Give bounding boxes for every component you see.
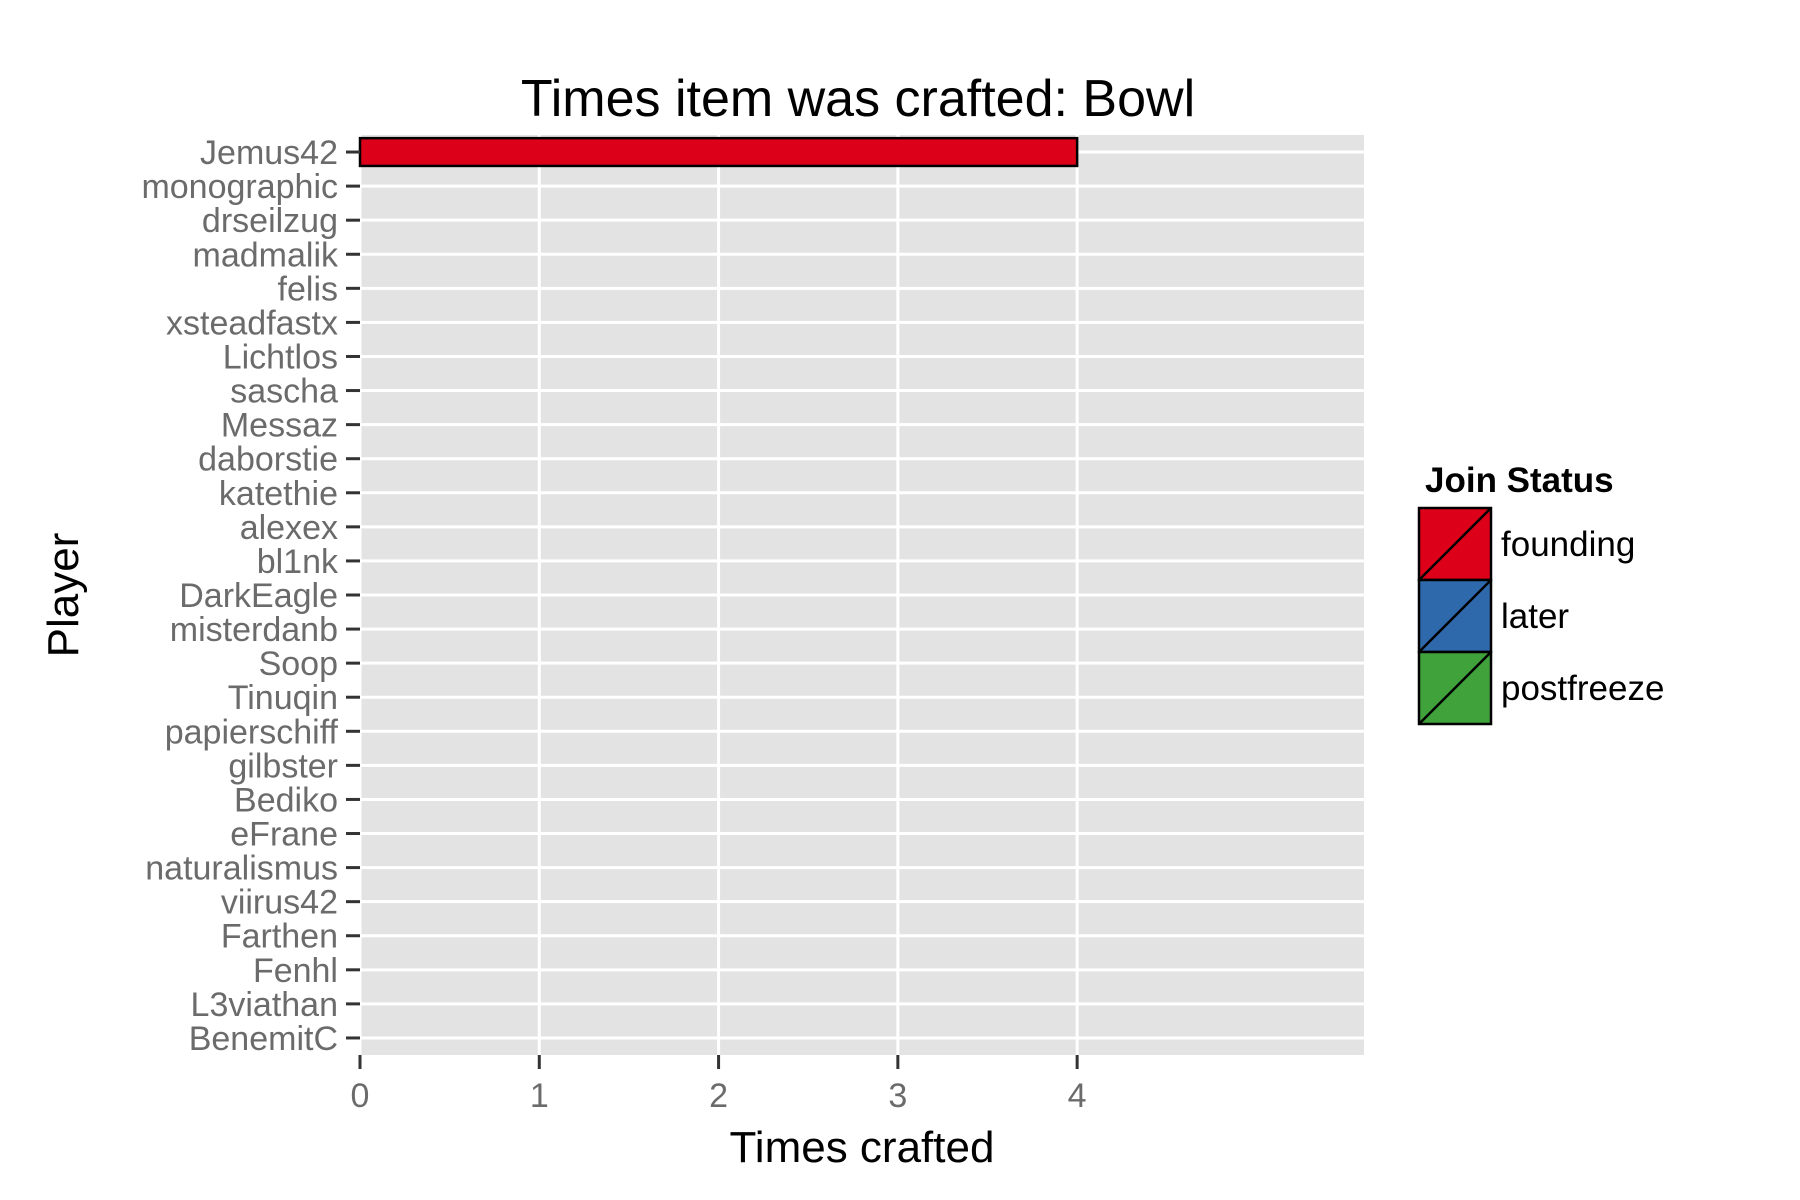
legend-label-founding: founding [1501,525,1635,564]
y-tick-label: sascha [230,373,338,411]
chart-title: Times item was crafted: Bowl [521,70,1195,128]
y-tick-label: Lichtlos [223,338,338,376]
y-axis: Jemus42monographicdrseilzugmadmalikfelis… [141,134,360,1058]
y-tick-label: Soop [259,645,338,683]
bars [358,136,1079,168]
y-tick-label: DarkEagle [179,577,338,615]
y-tick-label: Messaz [221,407,338,445]
x-axis: 0 1 2 3 4 [351,1055,1087,1115]
x-tick-label: 1 [530,1077,549,1115]
bar [358,136,1079,168]
y-tick-label: bl1nk [257,543,339,581]
y-tick-label: L3viathan [191,986,338,1024]
y-tick-label: felis [278,270,338,308]
y-tick-label: papierschiff [165,713,339,751]
y-tick-label: viirus42 [221,884,338,922]
legend-key-slash [1418,507,1492,581]
x-tick-label: 4 [1068,1077,1087,1115]
y-tick-label: daborstie [198,441,338,479]
y-axis-label: Player [39,533,88,658]
x-tick-label: 2 [709,1077,728,1115]
legend-label-later: later [1501,597,1569,636]
y-tick-label: monographic [141,168,338,206]
y-tick-label: misterdanb [170,611,338,649]
x-tick-label: 3 [888,1077,907,1115]
legend-title: Join Status [1425,461,1614,500]
y-tick-label: eFrane [230,816,338,854]
y-tick-label: alexex [240,509,338,547]
y-tick-label: xsteadfastx [166,304,338,342]
y-tick-label: drseilzug [202,202,338,240]
y-tick-label: Jemus42 [200,134,338,172]
y-tick-label: Fenhl [253,952,338,990]
y-tick-label: naturalismus [145,850,338,888]
horizontal-gridlines [360,150,1364,1040]
y-tick-label: madmalik [193,236,339,274]
y-tick-label: gilbster [228,747,338,785]
y-tick-label: Farthen [221,918,338,956]
y-tick-label: BenemitC [189,1020,338,1058]
legend-key-slash [1418,579,1492,653]
legend-label-postfreeze: postfreeze [1501,669,1664,708]
legend-key-slash [1418,651,1492,725]
legend: Join Status founding later postfreeze [1417,461,1664,726]
x-tick-label: 0 [351,1077,370,1115]
x-axis-label: Times crafted [730,1123,995,1172]
y-tick-label: Tinuqin [228,679,338,717]
y-tick-label: Bediko [234,781,338,819]
y-tick-label: katethie [219,475,338,513]
